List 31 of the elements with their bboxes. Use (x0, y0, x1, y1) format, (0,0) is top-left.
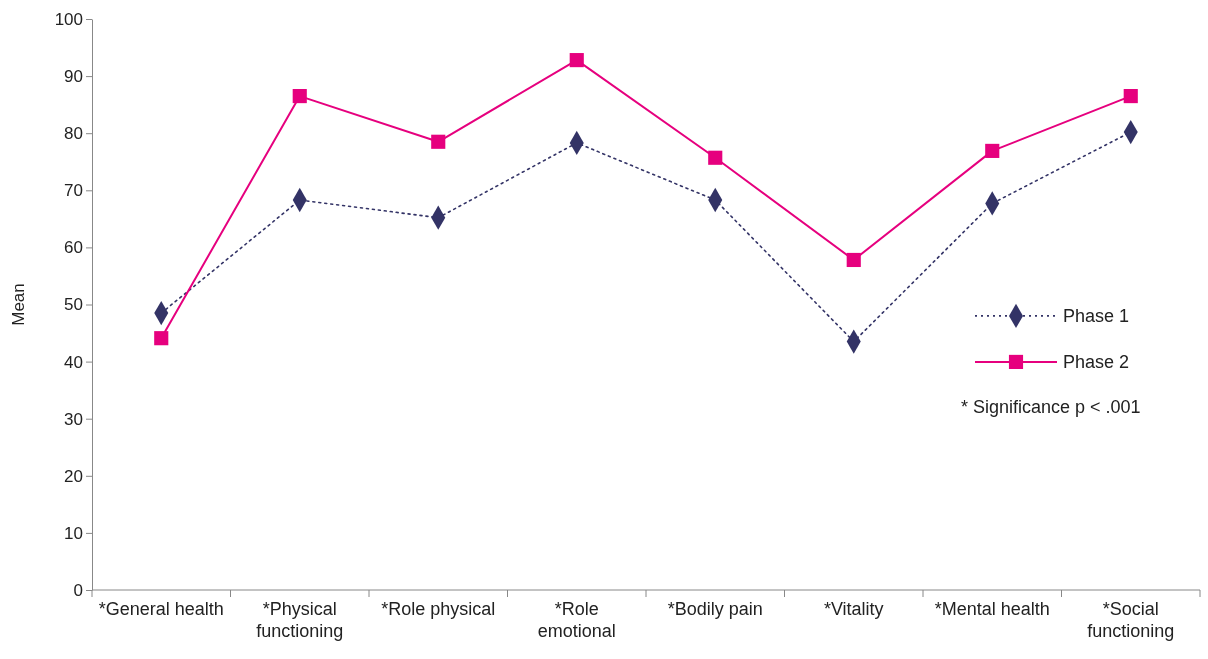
legend-label: Phase 2 (1063, 351, 1130, 372)
y-tick-label: 90 (64, 67, 83, 87)
point (569, 53, 584, 68)
point (708, 150, 723, 165)
y-tick-label: 10 (64, 523, 83, 543)
annotation: * Significance p < .001 (961, 396, 1141, 417)
point (985, 143, 1000, 158)
y-tick-label: 40 (64, 352, 83, 372)
point (846, 252, 861, 268)
y-tick-label: 100 (54, 9, 83, 29)
x-tick-label: *Mental health (934, 599, 1050, 619)
x-tick-label: *Physical functioning (256, 599, 344, 641)
point (431, 134, 446, 149)
y-tick-label: 30 (64, 409, 83, 429)
point (292, 89, 307, 104)
point (154, 331, 169, 346)
y-tick-label: 70 (64, 181, 83, 201)
y-axis-title: Mean (9, 283, 28, 326)
point (1123, 89, 1138, 104)
y-tick-label: 60 (64, 238, 83, 258)
x-tick-label: *Role emotional (537, 599, 616, 641)
x-tick-label: *Vitality (823, 599, 884, 619)
y-tick-label: 80 (64, 124, 83, 144)
y-tick-label: 50 (64, 295, 83, 315)
y-tick-label: 20 (64, 466, 83, 486)
x-tick-label: *Role physical (381, 599, 496, 619)
x-tick-label: *Social functioning (1087, 599, 1175, 641)
y-tick-label: 0 (73, 580, 83, 600)
x-tick-label: *Bodily pain (667, 599, 763, 619)
legend-label: Phase 1 (1063, 305, 1130, 326)
x-tick-label: *General health (98, 599, 224, 619)
